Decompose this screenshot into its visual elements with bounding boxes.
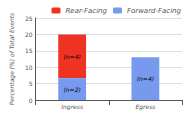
svg-text:20: 20 [25,31,33,38]
svg-text:Forward-Facing: Forward-Facing [127,7,182,15]
svg-text:5: 5 [29,80,33,87]
svg-text:(n=4): (n=4) [137,75,154,82]
svg-text:0: 0 [29,97,33,104]
svg-text:Egress: Egress [135,103,155,111]
svg-text:Rear-Facing: Rear-Facing [65,7,107,15]
svg-text:15: 15 [25,47,33,54]
svg-text:Ingress: Ingress [61,103,83,111]
svg-text:10: 10 [25,64,33,71]
svg-text:(n=2): (n=2) [63,86,80,93]
svg-text:(n=4): (n=4) [63,53,80,60]
svg-text:25: 25 [25,15,33,22]
svg-text:Percentage (%) of Total Events: Percentage (%) of Total Events [8,13,16,106]
